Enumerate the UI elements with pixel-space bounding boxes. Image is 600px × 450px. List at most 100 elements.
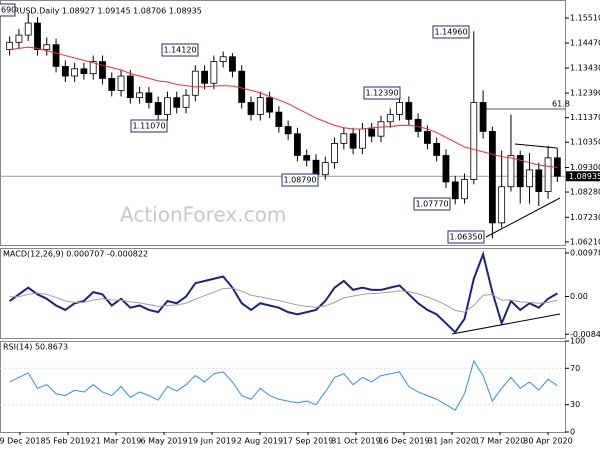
y-tick-label: 1.11370 (570, 113, 600, 122)
x-tick-label: 19 Dec 2018 (0, 437, 46, 446)
candle-body (154, 102, 162, 115)
candle-body (507, 155, 515, 188)
candle-body (303, 155, 311, 161)
x-tick-label: 21 Mar 2019 (91, 437, 142, 446)
candle-body (229, 56, 236, 72)
candle-body (544, 157, 552, 192)
x-tick-label: 17 Sep 2019 (283, 437, 334, 446)
candle-body (359, 128, 366, 149)
price-panel (0, 0, 566, 246)
triangle-upper (514, 143, 558, 149)
candle-body (80, 68, 88, 75)
candle-body (15, 34, 23, 43)
candle-body (136, 92, 144, 99)
x-tick-label: 31 Oct 2019 (331, 437, 380, 446)
annotation-box (413, 197, 451, 211)
x-tick-label: 19 Jun 2019 (188, 437, 236, 446)
candle-body (451, 181, 459, 200)
candle-body (321, 162, 329, 176)
y-tick-label: 1.12390 (570, 89, 600, 98)
macd-panel (0, 248, 566, 339)
annotation-box (363, 86, 401, 100)
candle-body (99, 61, 106, 79)
series-line (9, 359, 558, 411)
last-price-box (566, 171, 600, 182)
watermark: ActionForex.com (120, 203, 286, 227)
candle-body (164, 97, 171, 115)
y-tick-label: 70 (570, 364, 580, 373)
candle-body (470, 102, 478, 180)
candle-body (117, 75, 125, 91)
candle-body (173, 97, 181, 108)
annotation-label: 1.14960 (434, 28, 467, 37)
y-tick-label: 30 (570, 400, 580, 409)
candle-body (516, 155, 524, 188)
x-tick-label: 6 May 2019 (140, 437, 187, 446)
candle-body (266, 97, 273, 113)
candle-body (442, 155, 450, 183)
candle-body (405, 102, 413, 120)
candle-body (52, 44, 60, 67)
fib-label: 61.8 (552, 99, 570, 108)
candle-body (498, 186, 506, 224)
clipped-box (0, 3, 16, 17)
candle-body (201, 70, 208, 84)
candle-body (34, 22, 41, 50)
panel-title: MACD(12,26,9) 0.000707 -0.000822 (3, 250, 148, 259)
candle-body (488, 130, 496, 224)
panel-title: RSI(14) 50.8673 (3, 343, 68, 352)
candle-body (71, 68, 79, 77)
candle-body (219, 56, 227, 62)
series-line (9, 287, 558, 313)
annotation-box (161, 43, 199, 57)
candle-body (275, 111, 283, 127)
annotation-box (432, 25, 470, 39)
candle-body (256, 97, 264, 115)
candle-body (386, 114, 394, 123)
candle-body (210, 61, 218, 84)
candle-body (535, 169, 543, 192)
y-tick-label: 1.10350 (570, 138, 600, 147)
y-tick-label: 0.00 (570, 292, 588, 301)
candle-body (182, 94, 190, 108)
y-tick-label: 100 (570, 337, 585, 346)
y-tick-label: -0.008464 (570, 330, 600, 339)
candle-body (368, 128, 376, 137)
candle-body (479, 102, 487, 132)
candle-body (61, 65, 69, 77)
candle-body (284, 126, 292, 135)
candle-body (247, 102, 255, 115)
candle-body (24, 22, 32, 36)
y-tick-label: 1.13430 (570, 64, 600, 73)
annotation-label: 1.11070 (132, 122, 165, 131)
candle-body (414, 118, 422, 132)
annotation-box (447, 230, 485, 244)
candle-body (312, 159, 320, 176)
candle-body (331, 143, 338, 164)
y-tick-label: 0.00978 (570, 248, 600, 257)
candle-body (126, 75, 134, 99)
candle-body (108, 78, 116, 91)
series-line (9, 250, 558, 334)
annotation-label: 1.08790 (283, 176, 316, 185)
y-tick-label: 1.09300 (570, 163, 600, 172)
annotation-label: 1.07770 (415, 200, 448, 209)
y-tick-label: 1.14470 (570, 39, 600, 48)
candle-body (340, 133, 348, 144)
candle-body (461, 179, 468, 200)
candle-body (145, 92, 153, 103)
y-tick-label: 1.08280 (570, 188, 600, 197)
x-tick-label: 5 Feb 2019 (46, 437, 91, 446)
x-tick-label: 16 Dec 2019 (378, 437, 429, 446)
candle-body (89, 61, 97, 75)
clipped-label: 690 (1, 6, 16, 15)
moving-average (9, 46, 558, 168)
candle-body (238, 70, 246, 103)
candle-body (433, 143, 441, 156)
candle-body (396, 102, 403, 115)
candle-body (423, 130, 431, 144)
candle-body (43, 44, 51, 50)
x-tick-label: 30 Apr 2020 (523, 437, 572, 446)
annotation-box (281, 173, 319, 187)
